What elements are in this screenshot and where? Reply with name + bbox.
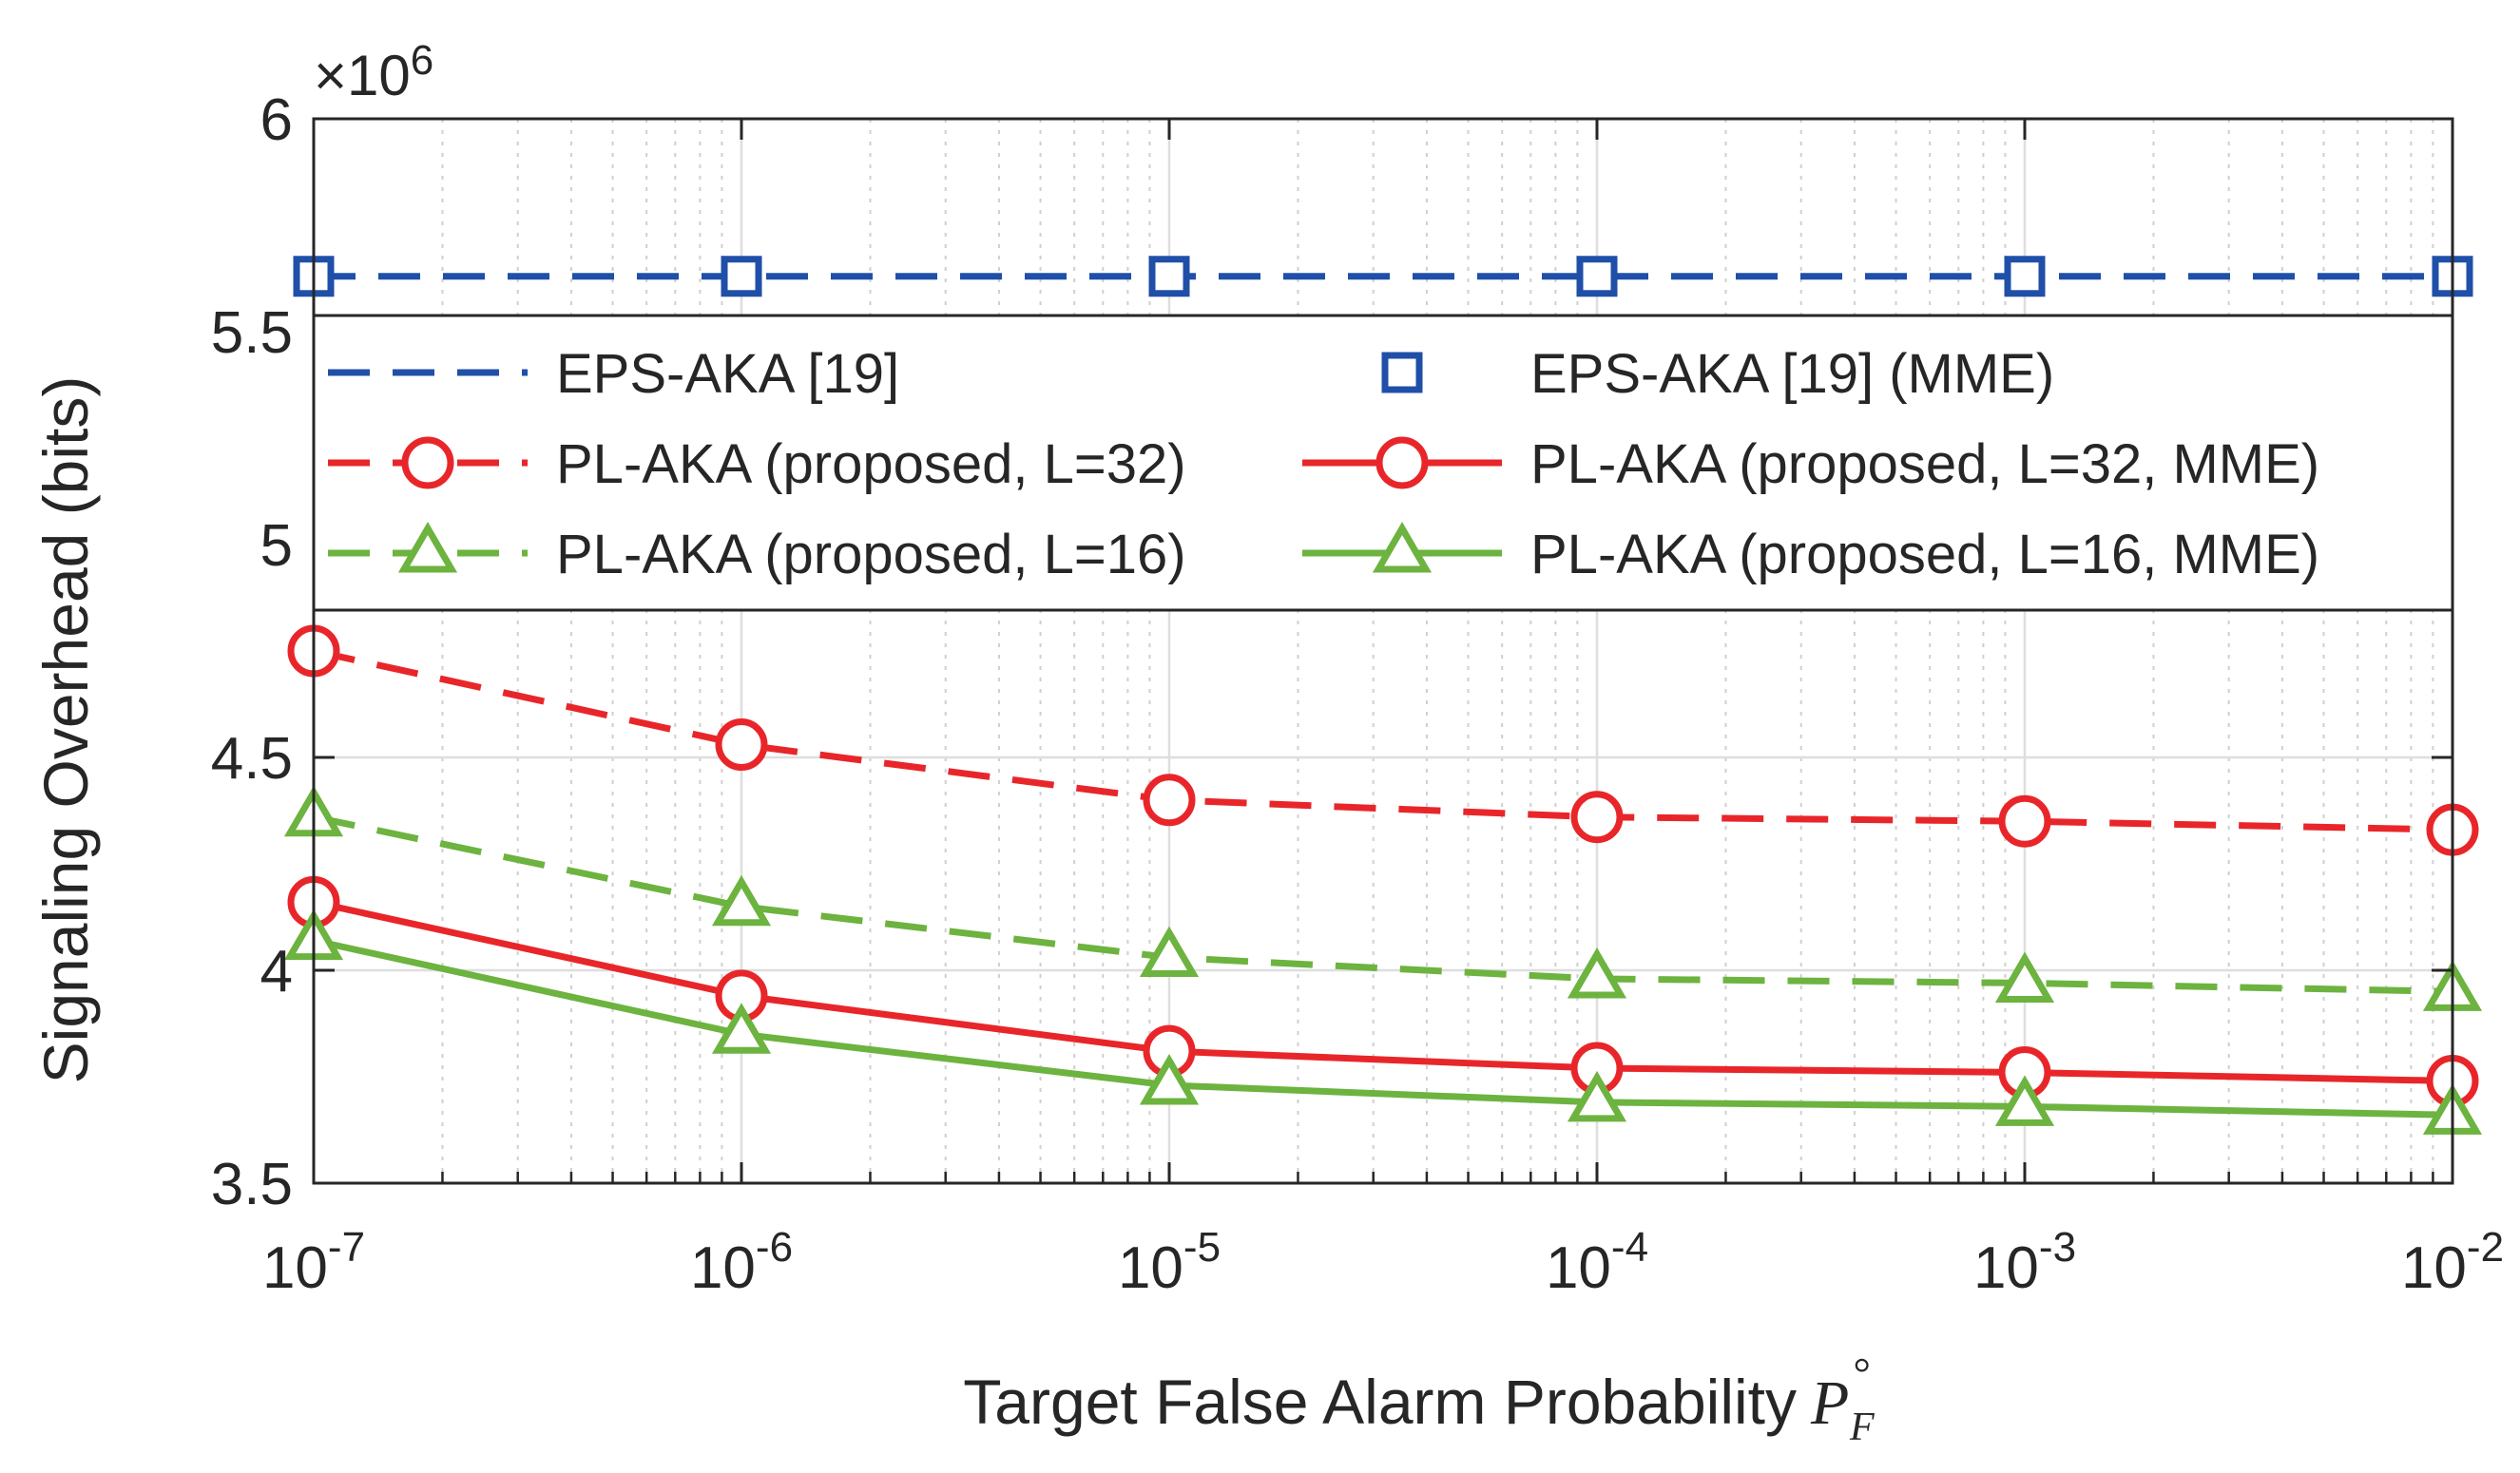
data-point <box>1994 1075 2055 1126</box>
y-tick-label: 5.5 <box>211 300 293 366</box>
legend-label: EPS-AKA [19] <box>556 343 899 405</box>
series-line <box>313 813 2453 995</box>
x-tick-label: 10-3 <box>1973 1224 2076 1301</box>
data-point <box>1567 947 1627 999</box>
data-point <box>1148 256 1190 297</box>
data-point <box>2004 256 2046 297</box>
plot-frame <box>312 117 2454 1185</box>
legend-marker <box>1372 522 1433 573</box>
legend-label: PL-AKA (proposed, L=32) <box>556 433 1186 495</box>
legend-marker <box>1381 352 1423 393</box>
x-tick-label: 10-4 <box>1546 1224 1648 1301</box>
series-line <box>313 898 2453 1084</box>
x-tick-label: 10-7 <box>262 1224 365 1301</box>
x-axis-symbol-subscript: F <box>1849 1406 1875 1449</box>
series-line <box>313 937 2453 1119</box>
axis-ticks: 10-7 10-6 10-5 10-4 10-3 10-2 3.5 4 4.5 5 5.5 6 <box>211 87 2504 1301</box>
data-point <box>711 874 772 927</box>
x-tick-label: 10-5 <box>1118 1224 1221 1301</box>
y-tick-label: 4.5 <box>211 726 293 792</box>
legend-marker <box>401 436 454 489</box>
x-tick-label: 10-2 <box>2401 1224 2504 1301</box>
x-axis-symbol-main: P <box>1810 1368 1849 1438</box>
legend-label: EPS-AKA [19] (MME) <box>1530 343 2054 405</box>
legend-marker <box>397 522 458 573</box>
series-layer <box>283 256 2483 1135</box>
legend-label: PL-AKA (proposed, L=16) <box>556 524 1186 585</box>
legend-item: PL-AKA (proposed, L=32) <box>328 433 1186 495</box>
y-tick-label: 5 <box>260 513 293 579</box>
legend: EPS-AKA [19] EPS-AKA [19] (MME) PL-AKA (pr… <box>312 314 2454 612</box>
legend-label: PL-AKA (proposed, L=32, MME) <box>1530 433 2319 495</box>
legend-item: EPS-AKA [19] (MME) <box>1381 343 2054 405</box>
series-5 <box>283 909 2483 1135</box>
y-tick-label: 4 <box>260 939 293 1004</box>
data-point <box>721 256 762 297</box>
data-point <box>1567 1070 1627 1122</box>
legend-label: PL-AKA (proposed, L=16, MME) <box>1530 524 2319 585</box>
y-multiplier: ×106 <box>314 37 433 107</box>
data-point <box>1570 791 1624 844</box>
y-axis-label: Signaling Overhead (bits) <box>30 376 101 1084</box>
data-point <box>711 1003 772 1054</box>
x-axis-label: Target False Alarm Probability <box>963 1367 1797 1437</box>
x-axis-symbol: P F ° <box>1810 1349 1875 1449</box>
data-point <box>715 718 768 772</box>
data-point <box>1994 951 2055 1003</box>
data-point <box>1143 774 1196 827</box>
data-point <box>1998 794 2051 848</box>
x-tick-label: 10-6 <box>690 1224 793 1301</box>
data-point <box>1576 256 1618 297</box>
legend-item: PL-AKA (proposed, L=32, MME) <box>1302 433 2319 495</box>
legend-item: PL-AKA (proposed, L=16) <box>328 522 1186 585</box>
series-2 <box>287 624 2479 856</box>
series-line <box>313 647 2453 833</box>
legend-marker <box>1375 436 1429 489</box>
y-tick-label: 3.5 <box>211 1152 293 1217</box>
x-axis-symbol-superscript: ° <box>1852 1349 1869 1397</box>
legend-item: PL-AKA (proposed, L=16, MME) <box>1302 522 2319 585</box>
y-tick-label: 6 <box>260 87 293 153</box>
legend-item: EPS-AKA [19] <box>328 343 899 405</box>
data-point <box>1139 926 1200 978</box>
data-point <box>1139 1053 1200 1105</box>
